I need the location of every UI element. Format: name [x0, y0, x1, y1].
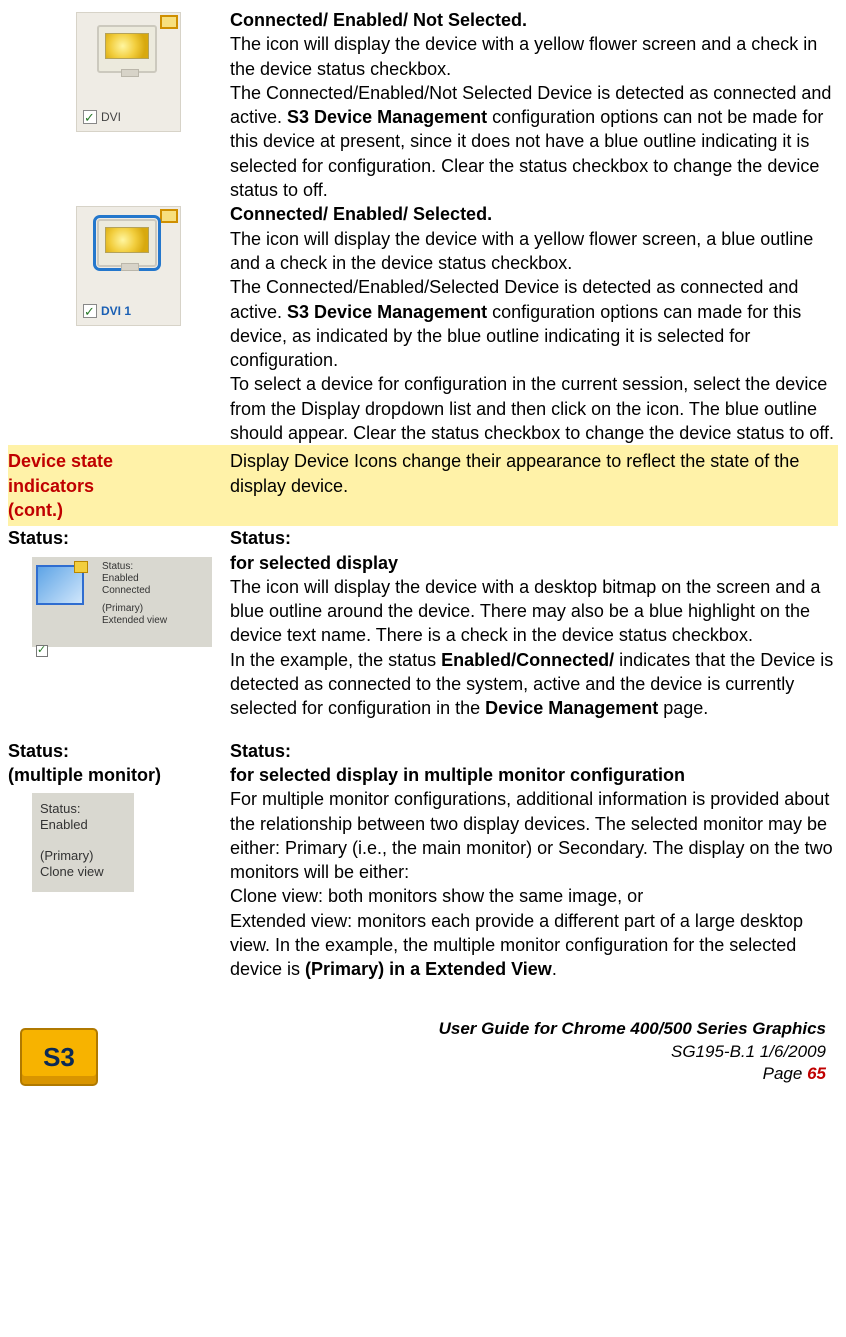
status-thumbnail-selected: Status: Enabled Connected (Primary) Exte… — [32, 557, 212, 647]
row-status-selected-display: Status: Status: Enabled Connected (Prima… — [8, 526, 838, 720]
section2-p1: The icon will display the device with a … — [230, 227, 838, 276]
device-icon-dvi1-selected: DVI 1 — [76, 206, 181, 326]
footer-line2: SG195-B.1 1/6/2009 — [98, 1041, 826, 1064]
section4-left-title1: Status: — [8, 739, 222, 763]
header-left-l3: (cont.) — [8, 498, 222, 522]
monitor-screen-flower — [105, 33, 149, 59]
mini-secondary-glyph — [74, 561, 88, 573]
footer-page: Page 65 — [98, 1063, 826, 1086]
device-status-row: DVI 1 — [83, 303, 174, 319]
status-checkbox-icon — [83, 110, 97, 124]
secondary-monitor-glyph — [160, 209, 178, 223]
device-label: DVI — [101, 109, 121, 125]
footer-text: User Guide for Chrome 400/500 Series Gra… — [98, 1018, 826, 1087]
mini-screen — [36, 565, 84, 605]
section2-title: Connected/ Enabled/ Selected. — [230, 202, 838, 226]
mini-checkbox-icon — [36, 645, 48, 657]
section4-p2: Clone view: both monitors show the same … — [230, 884, 838, 908]
section3-title: Status: — [230, 526, 838, 550]
footer-line1: User Guide for Chrome 400/500 Series Gra… — [98, 1018, 826, 1041]
s3-logo: S3 — [20, 1028, 98, 1086]
section1-p1: The icon will display the device with a … — [230, 32, 838, 81]
device-icon-dvi-not-selected: DVI — [76, 12, 181, 132]
section4-p1: For multiple monitor configurations, add… — [230, 787, 838, 884]
header-left-l1: Device state — [8, 449, 222, 473]
section4-sub: for selected display in multiple monitor… — [230, 763, 838, 787]
section4-p3: Extended view: monitors each provide a d… — [230, 909, 838, 982]
row-status-multi-monitor: Status: (multiple monitor) Status: Enabl… — [8, 739, 838, 982]
mini-monitor — [36, 565, 96, 639]
monitor-foot — [121, 69, 139, 77]
section2-p3: To select a device for configuration in … — [230, 372, 838, 445]
status-thumbnail-multi: Status: Enabled (Primary) Clone view — [32, 793, 134, 892]
section3-sub: for selected display — [230, 551, 838, 575]
secondary-monitor-glyph — [160, 15, 178, 29]
device-status-row: DVI — [83, 109, 174, 125]
section2-p2: The Connected/Enabled/Selected Device is… — [230, 275, 838, 372]
monitor-screen-flower — [105, 227, 149, 253]
section1-p2: The Connected/Enabled/Not Selected Devic… — [230, 81, 838, 202]
page-footer: S3 User Guide for Chrome 400/500 Series … — [8, 1018, 838, 1103]
device-label: DVI 1 — [101, 303, 131, 319]
section4-left-title2: (multiple monitor) — [8, 763, 222, 787]
section4-title: Status: — [230, 739, 838, 763]
header-right: Display Device Icons change their appear… — [226, 449, 838, 498]
row-connected-enabled-selected: DVI 1 Connected/ Enabled/ Selected. The … — [8, 202, 838, 445]
section1-title: Connected/ Enabled/ Not Selected. — [230, 8, 838, 32]
status-checkbox-icon — [83, 304, 97, 318]
row-connected-enabled-not-selected: DVI Connected/ Enabled/ Not Selected. Th… — [8, 8, 838, 202]
monitor-frame-selected — [97, 219, 157, 267]
section3-p2: In the example, the status Enabled/Conne… — [230, 648, 838, 721]
section3-left-title: Status: — [8, 526, 222, 550]
section3-p1: The icon will display the device with a … — [230, 575, 838, 648]
header-left-l2: indicators — [8, 474, 222, 498]
document-page: DVI Connected/ Enabled/ Not Selected. Th… — [0, 0, 846, 1102]
monitor-foot — [121, 263, 139, 271]
header-device-state-indicators: Device state indicators (cont.) Display … — [8, 445, 838, 526]
status-info: Status: Enabled Connected (Primary) Exte… — [100, 557, 212, 647]
monitor-frame — [97, 25, 157, 73]
